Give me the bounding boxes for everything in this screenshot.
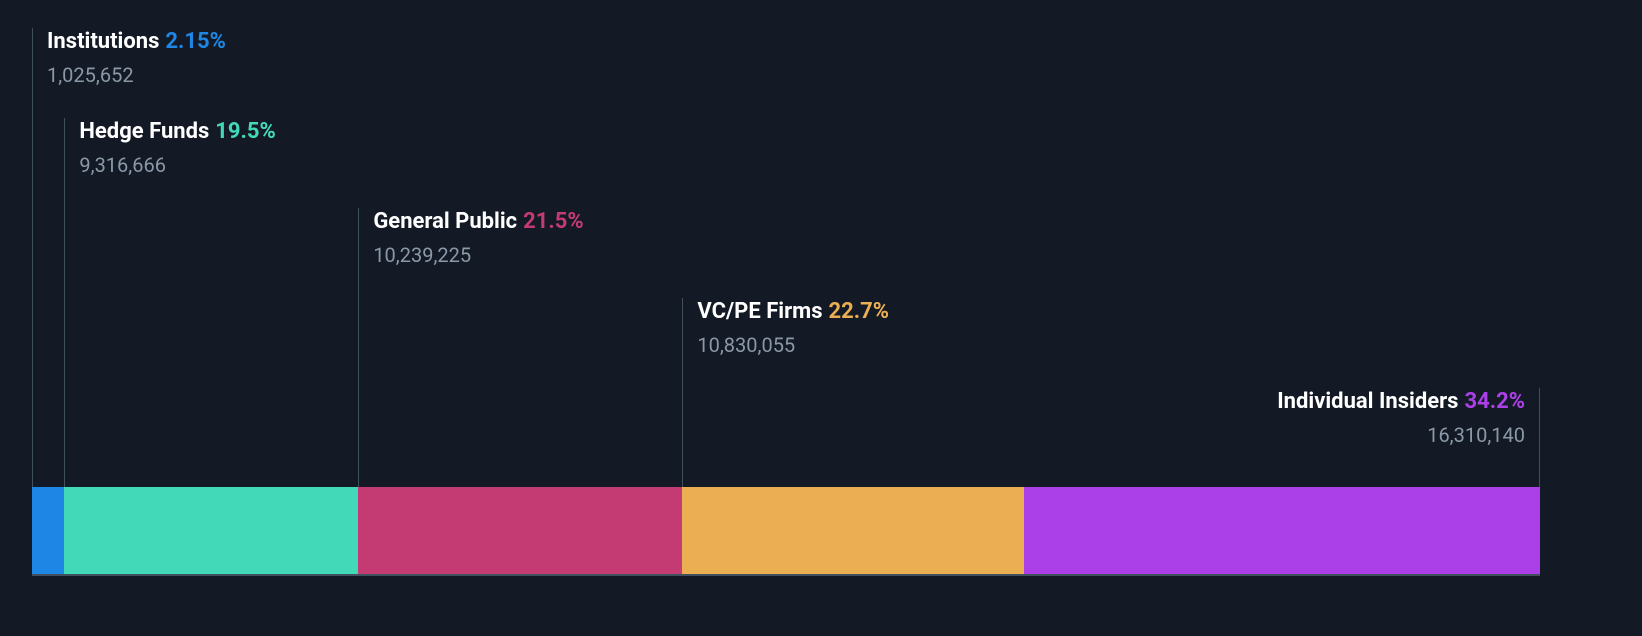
segment-percent: 2.15% bbox=[165, 29, 226, 54]
segment-name: General Public bbox=[373, 209, 517, 234]
segment-percent: 22.7% bbox=[829, 299, 890, 324]
segment-count: 16,310,140 bbox=[1277, 421, 1525, 449]
segment-count: 9,316,666 bbox=[79, 151, 275, 179]
segment-label: General Public21.5% 10,239,225 bbox=[358, 208, 583, 487]
segment-label: VC/PE Firms 22.7% 10,830,055 bbox=[682, 298, 889, 487]
bar-segment[interactable] bbox=[64, 487, 358, 574]
bar-segment[interactable] bbox=[682, 487, 1024, 574]
bar-segment[interactable] bbox=[358, 487, 682, 574]
segment-name: Institutions bbox=[47, 29, 159, 54]
segment-label: Hedge Funds19.5% 9,316,666 bbox=[64, 118, 275, 487]
bar-segment[interactable] bbox=[1024, 487, 1539, 574]
segment-percent: 19.5% bbox=[215, 119, 276, 144]
segment-label: Individual Insiders34.2% 16,310,140 bbox=[1277, 388, 1540, 487]
segment-name: VC/PE Firms bbox=[697, 299, 822, 324]
segment-name: Individual Insiders bbox=[1277, 389, 1458, 414]
ownership-chart: Institutions2.15% 1,025,652 Hedge Funds19.… bbox=[32, 0, 1540, 636]
segment-percent: 34.2% bbox=[1464, 389, 1525, 414]
segment-name-line: General Public21.5% bbox=[373, 208, 583, 237]
bar-segment[interactable] bbox=[32, 487, 64, 574]
segment-name-line: Hedge Funds19.5% bbox=[79, 118, 275, 147]
segment-count: 10,830,055 bbox=[697, 331, 889, 359]
segment-count: 1,025,652 bbox=[47, 61, 226, 89]
segment-name-line: Individual Insiders34.2% bbox=[1277, 388, 1525, 417]
segment-name-line: VC/PE Firms 22.7% bbox=[697, 298, 889, 327]
segment-name: Hedge Funds bbox=[79, 119, 209, 144]
segment-name-line: Institutions2.15% bbox=[47, 28, 226, 57]
baseline bbox=[32, 574, 1540, 576]
bar-zone bbox=[32, 487, 1540, 574]
segment-percent: 21.5% bbox=[523, 209, 584, 234]
segment-count: 10,239,225 bbox=[373, 241, 583, 269]
labels-zone: Institutions2.15% 1,025,652 Hedge Funds19.… bbox=[32, 0, 1540, 487]
